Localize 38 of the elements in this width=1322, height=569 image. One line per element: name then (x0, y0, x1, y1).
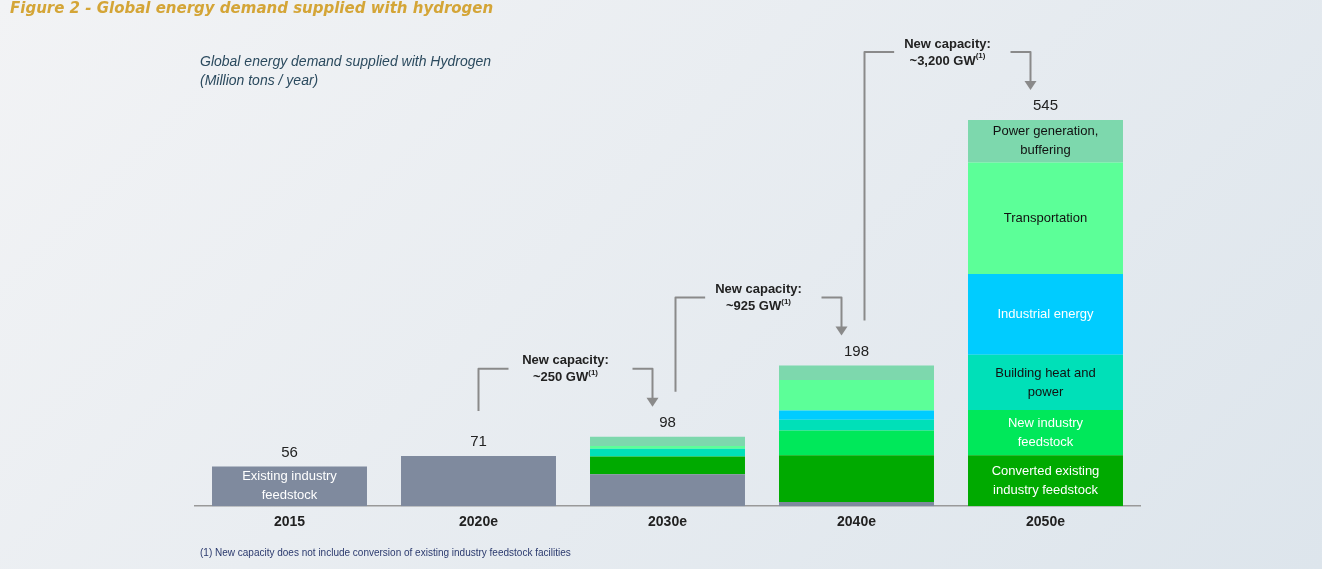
bar (968, 162, 1123, 275)
bar (779, 430, 934, 456)
x-tick-label: 2040e (837, 513, 877, 530)
bar (968, 274, 1123, 355)
bar (968, 410, 1123, 456)
bar (590, 456, 745, 475)
bar (590, 448, 745, 457)
bar (590, 436, 745, 446)
bar (968, 354, 1123, 411)
annotation: 56 (281, 442, 298, 460)
text: (1) New capacity does not include conversion of existing industry feedstock facilities (200, 546, 571, 558)
series-label: Building heat and power (995, 364, 1096, 399)
x-tick-label: 2015 (273, 513, 306, 530)
chart-subtitle: (Million tons / year) (200, 71, 319, 88)
x-tick-label: 2030e (648, 513, 688, 530)
x-tick-label: 2050e (1026, 513, 1066, 530)
bar (779, 410, 934, 420)
series-label: New industry feedstock (1007, 414, 1084, 449)
series-label: Industrial energy (997, 306, 1095, 322)
annotation: 98 (659, 412, 676, 430)
series-label: Power generation, buffering (992, 123, 1099, 158)
bar (401, 455, 556, 507)
caption: Figure 2 - Global energy demand supplied with hydrogen (10, 0, 494, 17)
series-label: Transportation (1003, 209, 1088, 225)
series-label: Converted existing industry feedstock (991, 462, 1100, 497)
bar (779, 365, 934, 380)
bar (779, 501, 934, 507)
bar (590, 474, 745, 507)
annotation: 545 (1032, 96, 1059, 114)
bar (779, 379, 934, 411)
bar (779, 455, 934, 502)
annotation: 71 (470, 432, 487, 450)
bar (779, 419, 934, 431)
series-label: Existing industry feedstock (242, 468, 338, 503)
x-tick-label: 2020e (459, 513, 499, 530)
chart-title: Global energy demand supplied with Hydrogen (200, 52, 492, 69)
annotation: 198 (843, 341, 870, 359)
bar (590, 445, 745, 449)
